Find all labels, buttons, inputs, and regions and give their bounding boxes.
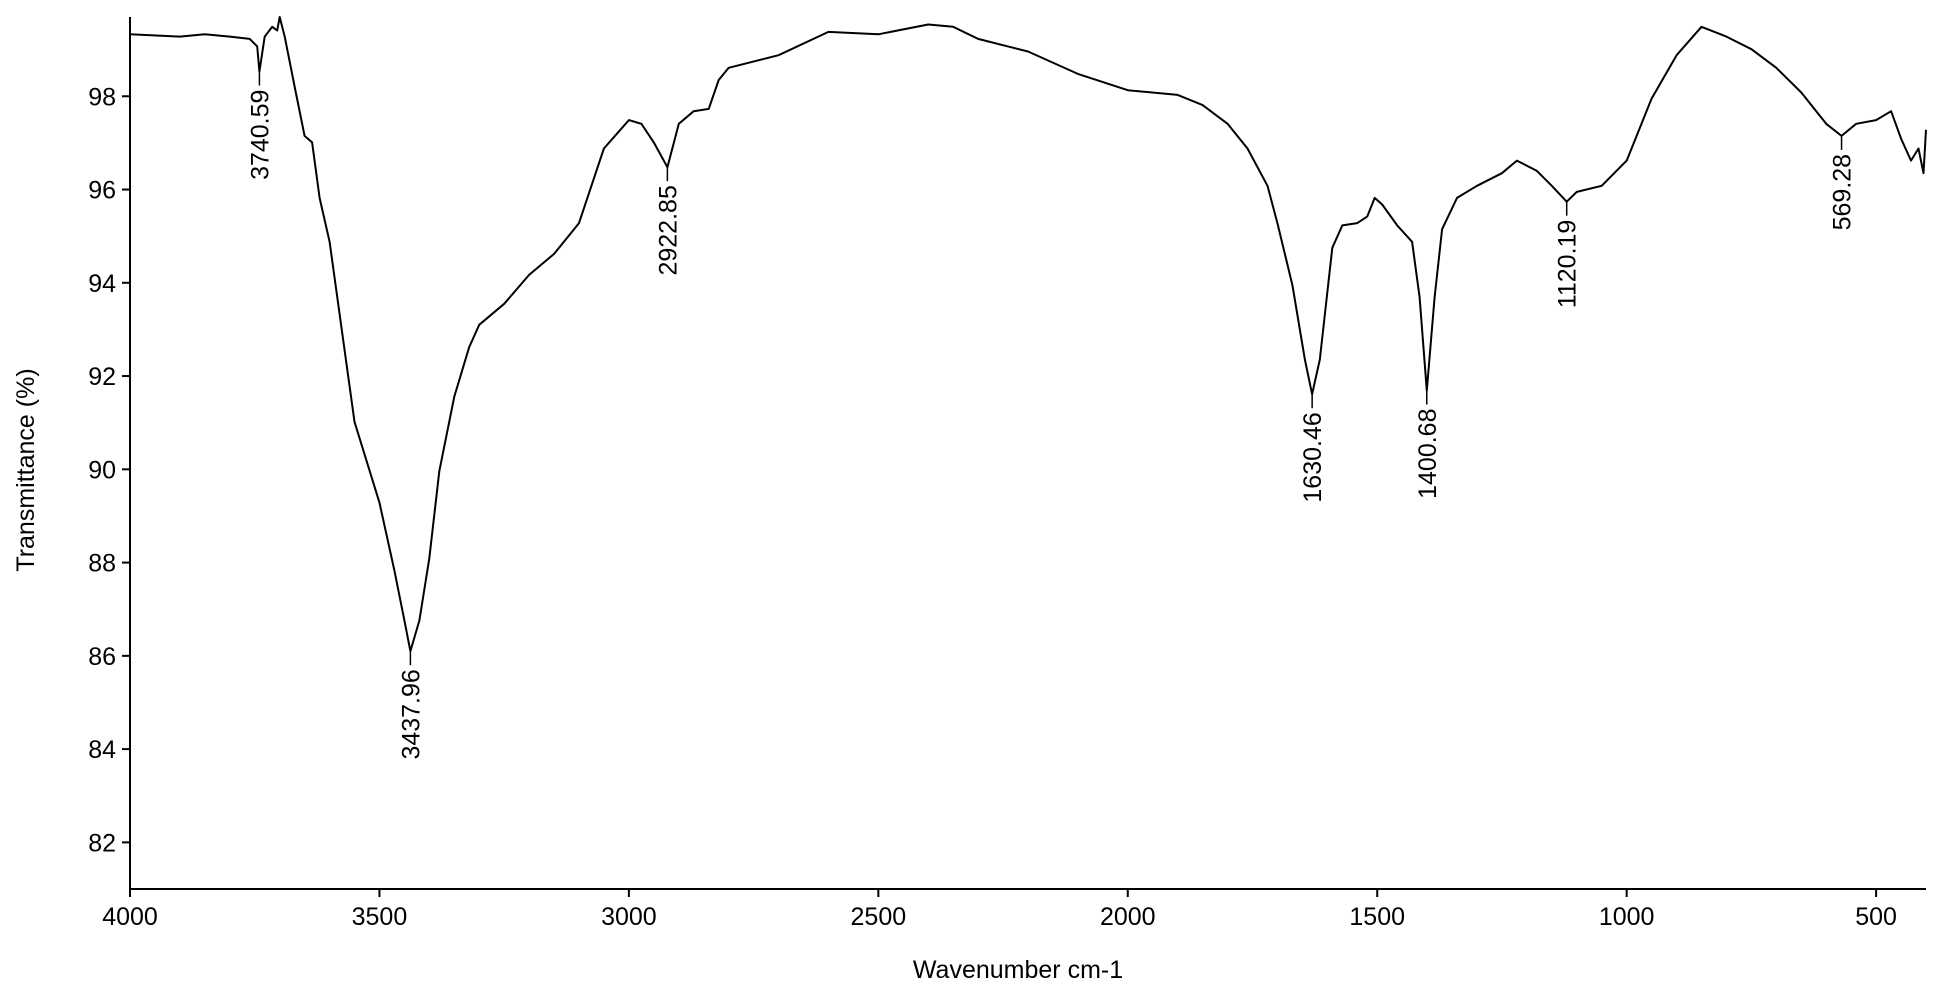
y-tick-label: 84 [88, 736, 116, 764]
x-tick-label: 500 [1855, 903, 1897, 931]
x-tick-label: 1500 [1349, 903, 1405, 931]
peak-label: 1400.68 [1414, 409, 1442, 499]
x-tick-label: 1000 [1599, 903, 1655, 931]
x-tick-label: 3500 [352, 903, 408, 931]
spectrum-line [129, 16, 1927, 653]
peak-label: 3740.59 [246, 90, 274, 180]
y-tick-label: 98 [88, 83, 116, 111]
y-axis-label: Transmittance (%) [12, 368, 40, 571]
peak-label: 2922.85 [654, 185, 682, 275]
peak-label: 569.28 [1829, 154, 1857, 230]
x-axis-label: Wavenumber cm-1 [913, 956, 1123, 984]
y-tick-label: 82 [88, 829, 116, 857]
y-tick-label: 88 [88, 550, 116, 578]
x-tick-label: 2000 [1100, 903, 1156, 931]
y-tick-label: 96 [88, 177, 116, 205]
peak-label: 1630.46 [1299, 412, 1327, 502]
y-tick-label: 86 [88, 643, 116, 671]
x-tick-label: 2500 [851, 903, 907, 931]
x-tick-label: 4000 [102, 903, 158, 931]
x-tick-label: 3000 [601, 903, 657, 931]
peak-label: 3437.96 [397, 669, 425, 759]
peak-label: 1120.19 [1554, 220, 1582, 309]
y-tick-label: 94 [88, 270, 116, 298]
y-tick-label: 92 [88, 363, 116, 391]
y-tick-label: 90 [88, 456, 116, 484]
